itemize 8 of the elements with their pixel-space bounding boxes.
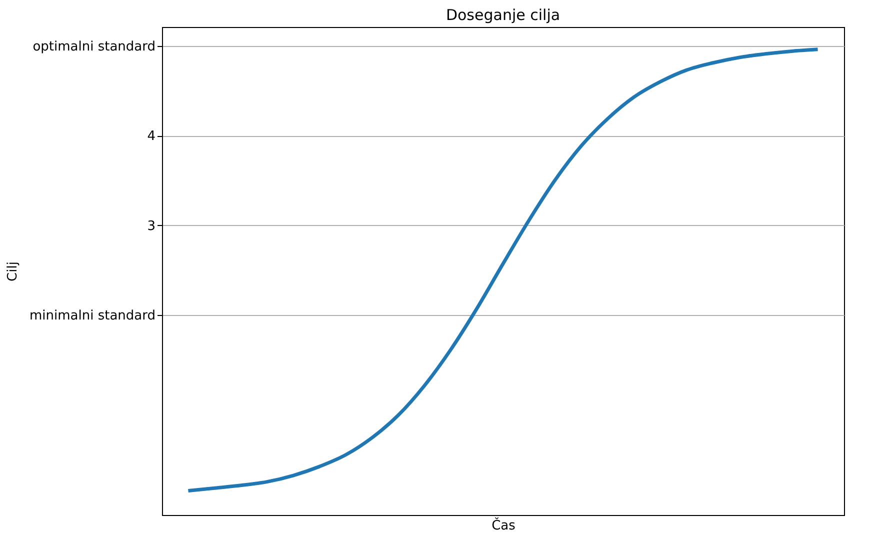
chart-title: Doseganje cilja	[446, 6, 560, 24]
y-tick-label: 4	[147, 129, 156, 144]
y-tick-label: 3	[147, 218, 156, 234]
line-series	[186, 48, 820, 493]
x-axis-title: Čas	[492, 516, 516, 534]
y-axis-title: Cilj	[5, 262, 20, 282]
y-tick-label: optimalni standard	[32, 39, 156, 54]
y-tick-label: minimalni standard	[29, 308, 156, 324]
